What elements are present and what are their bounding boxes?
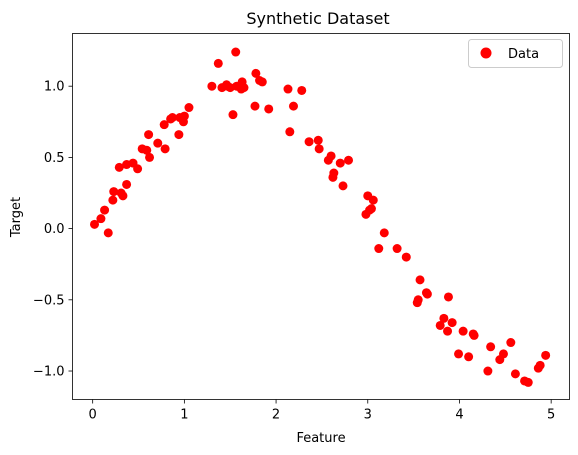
data-point [167, 113, 177, 123]
data-point [160, 144, 170, 154]
data-point [184, 103, 194, 113]
y-tick-label: 0.5 [44, 151, 65, 166]
data-point [435, 320, 445, 330]
data-point [392, 244, 402, 254]
data-point [401, 252, 411, 262]
legend: Data [468, 39, 563, 68]
x-axis-ticks: 0 1 2 3 4 5 [89, 399, 555, 423]
x-tick-label: 3 [364, 408, 372, 423]
data-point [251, 68, 261, 78]
y-tick-label: 1.0 [44, 80, 65, 95]
data-point [535, 360, 545, 370]
legend-label: Data [508, 47, 539, 62]
data-point [413, 295, 423, 305]
data-point [133, 164, 143, 174]
data-point [174, 130, 184, 140]
data-point [264, 104, 274, 114]
data-point [366, 204, 376, 214]
data-point [144, 130, 154, 140]
y-tick-label: −0.5 [33, 293, 65, 308]
data-point [314, 144, 324, 154]
data-point [250, 101, 260, 111]
data-point [338, 181, 348, 191]
data-point [114, 162, 124, 172]
data-point [368, 195, 378, 205]
data-point [506, 338, 516, 348]
data-point [379, 228, 389, 238]
data-point [283, 84, 293, 94]
data-point [122, 179, 132, 189]
data-point [335, 158, 345, 168]
data-point [108, 195, 118, 205]
data-point [458, 326, 468, 336]
data-point [447, 318, 457, 328]
data-point [90, 219, 100, 229]
data-point [109, 187, 119, 197]
data-point [464, 352, 474, 362]
x-tick-label: 4 [455, 408, 463, 423]
data-point [344, 155, 354, 165]
data-point [118, 191, 128, 201]
data-point [179, 111, 189, 121]
data-point [257, 77, 267, 87]
data-points [90, 47, 551, 387]
x-tick-label: 1 [180, 408, 188, 423]
data-point [96, 214, 106, 224]
data-point [541, 350, 551, 360]
data-point [439, 313, 449, 323]
data-point [145, 152, 155, 162]
data-point [304, 137, 314, 147]
x-tick-label: 0 [89, 408, 97, 423]
x-axis-label: Feature [296, 431, 345, 446]
data-point [231, 47, 241, 57]
data-point [486, 342, 496, 352]
y-axis-ticks: −1.0 −0.5 0.0 0.5 1.0 [33, 80, 73, 380]
data-point [159, 120, 169, 130]
data-point [523, 377, 533, 387]
data-point [498, 349, 508, 359]
data-point [285, 127, 295, 137]
legend-box [468, 39, 563, 68]
y-tick-label: −1.0 [33, 365, 65, 380]
data-point [510, 369, 520, 379]
data-point [454, 349, 464, 359]
data-point [422, 289, 432, 299]
plot-frame [72, 33, 570, 400]
data-point [329, 168, 339, 178]
data-point [100, 205, 110, 215]
data-point [443, 326, 453, 336]
data-point [103, 228, 113, 238]
data-point [326, 151, 336, 161]
data-point [374, 244, 384, 254]
data-point [443, 292, 453, 302]
data-point [288, 101, 298, 111]
data-point [207, 81, 217, 91]
data-point [239, 83, 249, 93]
chart-title: Synthetic Dataset [246, 9, 389, 28]
data-point [297, 85, 307, 95]
legend-marker [480, 47, 492, 59]
data-point [415, 275, 425, 285]
data-point [153, 138, 163, 148]
data-point [313, 135, 323, 145]
data-point [469, 330, 479, 340]
x-tick-label: 2 [272, 408, 280, 423]
data-point [228, 110, 238, 120]
x-tick-label: 5 [547, 408, 555, 423]
y-axis-label: Target [9, 197, 24, 238]
data-point [142, 145, 152, 155]
data-point [213, 58, 223, 68]
data-point [483, 366, 493, 376]
y-tick-label: 0.0 [44, 222, 65, 237]
